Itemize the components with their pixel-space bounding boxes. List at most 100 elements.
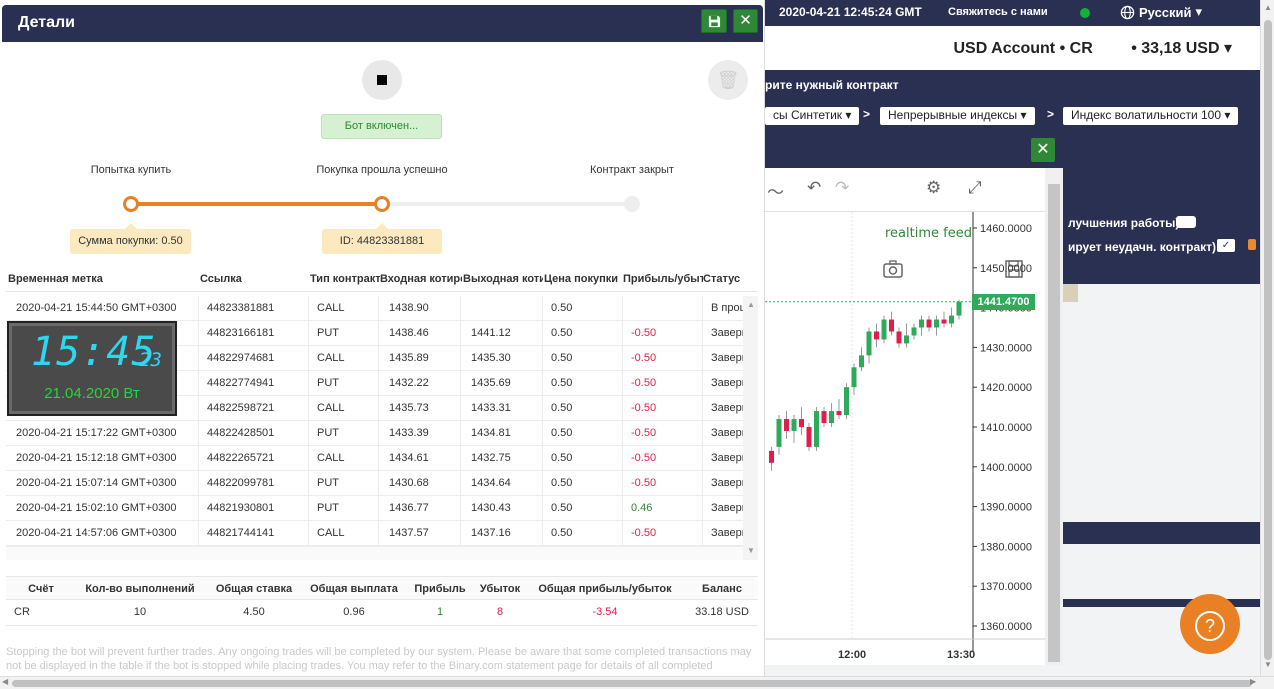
candle [926,319,932,328]
table-row[interactable]: 2020-04-21 15:12:18 GMT+0300 44822265721 C… [6,446,743,471]
table-row[interactable]: 2020-04-21 15:17:22 GMT+0300 44822428501 P… [6,421,743,446]
cell-reference: 44822265721 [199,446,309,471]
cell-contract-type: CALL [309,296,379,321]
improvement-toggle[interactable] [1176,216,1196,228]
col-timestamp: Временная метка [8,273,103,285]
cell-status: В процессе [711,302,743,314]
cell-timestamp: 2020-04-21 15:12:18 GMT+0300 [6,446,199,471]
candle [866,331,872,356]
choose-contract-label: рите нужный контракт [765,78,899,92]
page-vertical-scrollbar[interactable]: ▲ ▼ [1260,0,1274,676]
redo-icon[interactable]: ↷ [835,178,850,197]
candle [881,319,887,340]
col-exit-spot: Выходная котировка [463,273,543,285]
account-bar: USD Account • CR • 33,18 USD ▾ [765,26,1260,70]
cell-buy-price: 0.50 [543,471,623,496]
close-chart-button[interactable]: ✕ [1031,138,1055,162]
submarket-select[interactable]: Непрерывные индексы ▾ [880,107,1035,125]
option-label-1: лучшения работы): [1068,216,1184,230]
col-profit-loss: Прибыль/убыток [623,273,703,285]
step-node-attempt [123,196,139,212]
table-row[interactable]: 2020-04-21 15:07:14 GMT+0300 44822099781 P… [6,471,743,496]
candle [821,411,827,424]
candle [934,319,939,328]
account-switcher[interactable]: USD Account • CR • 33,18 USD ▾ [953,40,1233,57]
language-label: Русский [1139,4,1192,20]
candle [896,331,902,344]
cell-status: Завершен [711,502,743,514]
account-label: USD Account [953,40,1056,57]
current-price-tag: 1441.4700 [972,294,1035,310]
candle [941,319,947,324]
breadcrumb-separator: > [1047,107,1055,121]
candle [829,411,834,424]
undo-icon[interactable]: ↶ [807,178,822,197]
cell-entry-spot: 1430.68 [379,471,461,496]
table-row[interactable]: 2020-04-21 15:02:10 GMT+0300 44821930801 P… [6,496,743,521]
cell-buy-price: 0.50 [543,396,623,421]
table-row[interactable]: 2020-04-21 15:44:50 GMT+0300 44823381881 C… [6,296,743,321]
stop-icon [377,75,387,85]
stop-bot-button[interactable] [362,60,402,100]
step-label-closed: Контракт закрыт [590,164,674,176]
cell-status: Завершен [711,327,743,339]
option-label-2: ирует неудачн. контракт): [1068,240,1220,254]
purchase-amount-tip: Сумма покупки: 0.50 [70,223,191,254]
cell-reference: 44822598721 [199,396,309,421]
table-scrollbar[interactable]: ▲ ▼ [743,296,758,560]
y-tick-label: 1370.0000 [980,581,1032,593]
cell-timestamp: 2020-04-21 15:17:22 GMT+0300 [6,421,199,446]
symbol-select[interactable]: Индекс волатильности 100 ▾ [1063,107,1239,125]
cell-profit-loss: -0.50 [623,421,703,446]
account-balance: 33,18 USD [1141,40,1220,57]
cell-entry-spot: 1438.90 [379,296,461,321]
chart-scrollbar[interactable] [1045,168,1063,665]
sum-col-account: Счёт [28,583,54,595]
candle [844,387,849,416]
page-horizontal-scrollbar[interactable]: ◀ ▶ [0,676,1274,689]
summary-header: Счёт Кол-во выполнений Общая ставка Обща… [6,576,758,600]
col-buy-price: Цена покупки [544,273,619,285]
close-button[interactable]: ✕ [733,9,758,33]
contact-link[interactable]: Свяжитесь с нами [948,6,1048,18]
gear-icon[interactable]: ⚙ [926,178,942,197]
cell-contract-type: PUT [309,321,379,346]
save-button[interactable] [701,9,727,33]
candle [904,335,909,344]
cell-entry-spot: 1435.89 [379,346,461,371]
chart-type-icon[interactable]: 〜 [767,183,784,202]
sum-col-total-stake: Общая ставка [215,583,293,595]
cell-contract-type: CALL [309,396,379,421]
connection-status-dot [1080,8,1090,18]
table-row[interactable]: 2020-04-21 14:57:06 GMT+0300 44821744141 C… [6,521,743,546]
help-button[interactable]: ? [1180,594,1240,654]
cell-profit-loss: -0.50 [623,371,703,396]
cell-profit-loss: -0.50 [623,521,703,546]
contract-id-tip: ID: 44823381881 [322,223,442,254]
fullscreen-icon[interactable]: ⤢ [968,178,982,197]
cell-reference: 44822774941 [199,371,309,396]
sum-balance: 33.18 USD [695,606,749,618]
cell-profit-loss: -0.50 [623,471,703,496]
candle [949,315,954,324]
clear-stats-button[interactable]: 🗑 [708,60,748,100]
cell-buy-price: 0.50 [543,346,623,371]
market-select[interactable]: сы Синтетик ▾ [765,107,860,125]
language-selector[interactable]: Русский ▾ [1120,4,1202,20]
checkmark-icon[interactable]: ✓ [1217,239,1235,252]
chart-window-header [765,130,1063,168]
progress-line-pending [382,202,632,206]
desktop-clock-widget: 15:45 23 21.04.2020 Вт [7,321,177,416]
chevron-down-icon: ▾ [1195,4,1203,19]
cell-entry-spot: 1432.22 [379,371,461,396]
price-chart[interactable]: 1460.00001450.00001440.00001430.00001420… [765,212,1045,665]
cell-reference: 44822428501 [199,421,309,446]
sum-runs: 10 [133,606,147,618]
sum-col-wins: Прибыль [414,583,466,595]
cell-exit-spot: 1435.69 [461,371,543,396]
sum-col-total-pl: Общая прибыль/убыток [538,583,672,595]
candle [791,419,797,431]
step-node-closed [624,196,640,212]
cell-contract-type: CALL [309,346,379,371]
cell-buy-price: 0.50 [543,521,623,546]
